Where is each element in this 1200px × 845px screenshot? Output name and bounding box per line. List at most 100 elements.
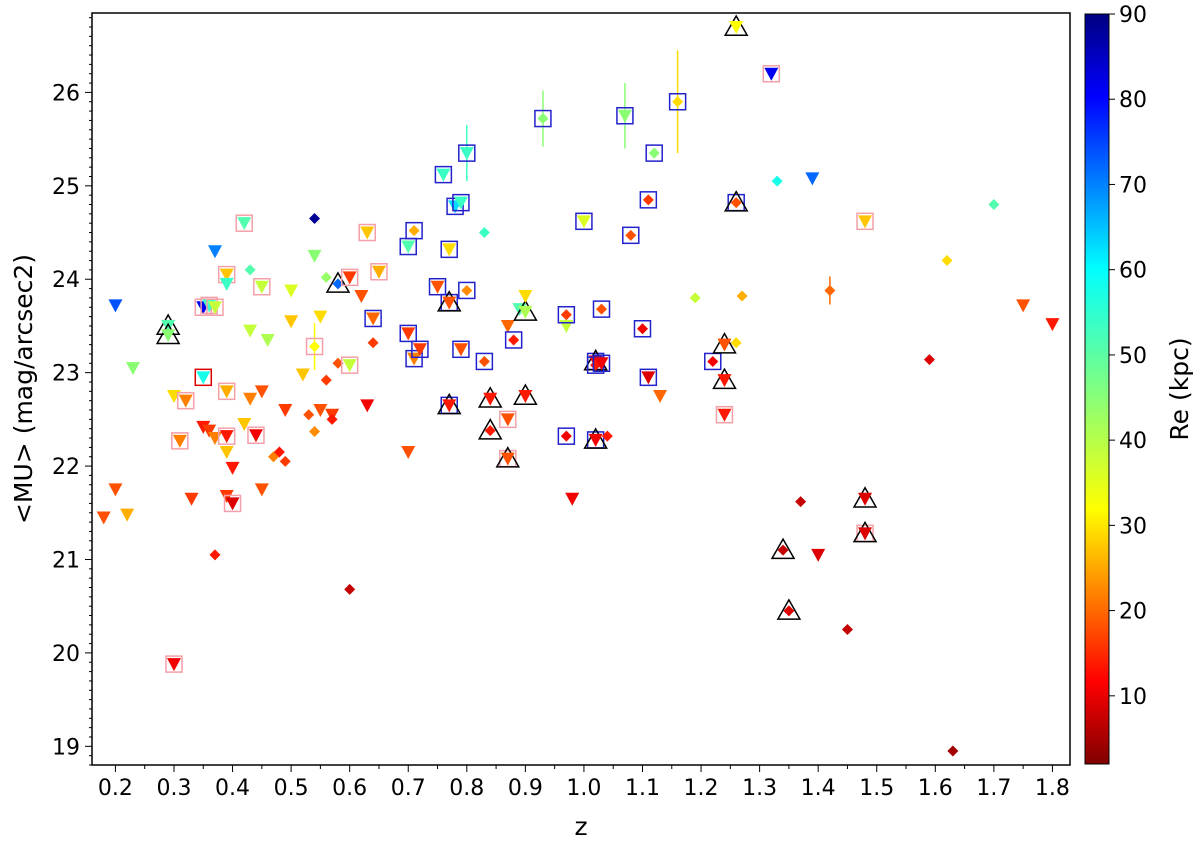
highlight-square (305, 337, 324, 356)
diamond-marker (309, 426, 321, 438)
diamond-marker (689, 292, 701, 304)
data-point (440, 240, 458, 259)
upper-limit-marker (219, 277, 234, 291)
data-point (436, 392, 462, 415)
data-point (723, 14, 749, 37)
upper-limit-marker (254, 483, 269, 497)
data-point (434, 165, 453, 184)
data-point (452, 340, 470, 359)
data-point (399, 324, 417, 343)
diamond-marker (636, 323, 648, 335)
data-point (653, 390, 668, 404)
highlight-triangle (325, 271, 351, 293)
upper-limit-marker (500, 413, 515, 427)
data-point (495, 446, 521, 468)
data-point (165, 655, 183, 673)
upper-limit-marker (284, 315, 299, 329)
data-point (475, 352, 494, 371)
diamond-marker (560, 430, 572, 442)
highlight-square (165, 655, 183, 673)
highlight-square (475, 352, 494, 371)
upper-limit-marker (225, 461, 240, 475)
upper-limit-marker (202, 424, 217, 438)
upper-limit-marker (436, 168, 451, 182)
x-tick-label: 0.5 (274, 776, 309, 801)
data-point (307, 249, 322, 263)
data-point (762, 64, 781, 83)
x-tick-label: 0.8 (449, 776, 484, 801)
diamond-marker (560, 309, 572, 321)
upper-limit-marker (717, 408, 732, 422)
highlight-square (668, 92, 687, 111)
data-point (309, 213, 321, 225)
upper-limit-marker (219, 446, 234, 460)
highlight-triangle (776, 598, 802, 620)
data-point (947, 745, 959, 757)
data-point (513, 383, 538, 406)
data-point (856, 212, 874, 231)
highlight-triangle (723, 190, 749, 212)
colorbar-tick-label: 30 (1119, 514, 1147, 539)
upper-limit-marker (453, 196, 468, 210)
diamond-marker (244, 264, 256, 276)
x-tick-label: 1.5 (859, 776, 894, 801)
data-point (207, 245, 222, 259)
x-tick-label: 1.4 (801, 776, 836, 801)
highlight-square (458, 281, 476, 300)
highlight-square (557, 305, 576, 324)
data-point (436, 290, 462, 312)
data-point (243, 324, 258, 338)
data-point (243, 392, 258, 406)
data-point (941, 255, 953, 267)
data-point (305, 323, 324, 370)
upper-limit-marker (653, 390, 668, 404)
upper-limit-marker (284, 284, 299, 298)
data-point (689, 292, 701, 304)
data-point (723, 190, 749, 212)
data-point (125, 361, 140, 375)
data-point (405, 349, 423, 368)
data-point (458, 125, 476, 182)
diamond-marker (320, 374, 332, 386)
upper-limit-marker (811, 548, 826, 562)
diamond-marker (332, 357, 344, 369)
data-point (108, 483, 123, 497)
x-axis-label: z (574, 812, 587, 841)
upper-limit-marker (371, 265, 386, 279)
highlight-square (458, 144, 476, 162)
diamond-marker (707, 355, 719, 367)
data-point (852, 520, 878, 543)
highlight-square (171, 432, 189, 450)
upper-limit-marker (729, 21, 744, 35)
diamond-marker (783, 605, 795, 617)
highlight-square (440, 240, 458, 259)
upper-limit-marker (366, 312, 381, 326)
data-point (988, 199, 1000, 211)
data-point (405, 221, 423, 240)
highlight-triangle (436, 290, 462, 312)
upper-limit-marker (219, 385, 234, 399)
data-point (260, 333, 275, 347)
diamond-marker (941, 255, 953, 267)
data-point (841, 624, 853, 636)
diamond-marker (601, 430, 613, 442)
highlight-square (358, 223, 376, 242)
highlight-triangle (852, 486, 878, 508)
highlight-square (340, 356, 359, 374)
x-tick-label: 0.9 (508, 776, 543, 801)
highlight-square (399, 324, 417, 343)
highlight-triangle (583, 427, 608, 449)
upper-limit-marker (237, 418, 252, 432)
upper-limit-marker (518, 305, 533, 319)
upper-limit-marker (858, 527, 873, 541)
data-point (411, 340, 429, 359)
data-point (219, 446, 234, 460)
upper-limit-marker (278, 404, 293, 418)
diamond-marker (595, 303, 607, 315)
x-tick-label: 1.6 (918, 776, 953, 801)
y-tick-label: 24 (52, 268, 80, 293)
upper-limit-marker (401, 446, 416, 460)
y-tick-label: 23 (52, 362, 80, 387)
highlight-triangle (513, 299, 538, 321)
data-point (367, 337, 379, 349)
